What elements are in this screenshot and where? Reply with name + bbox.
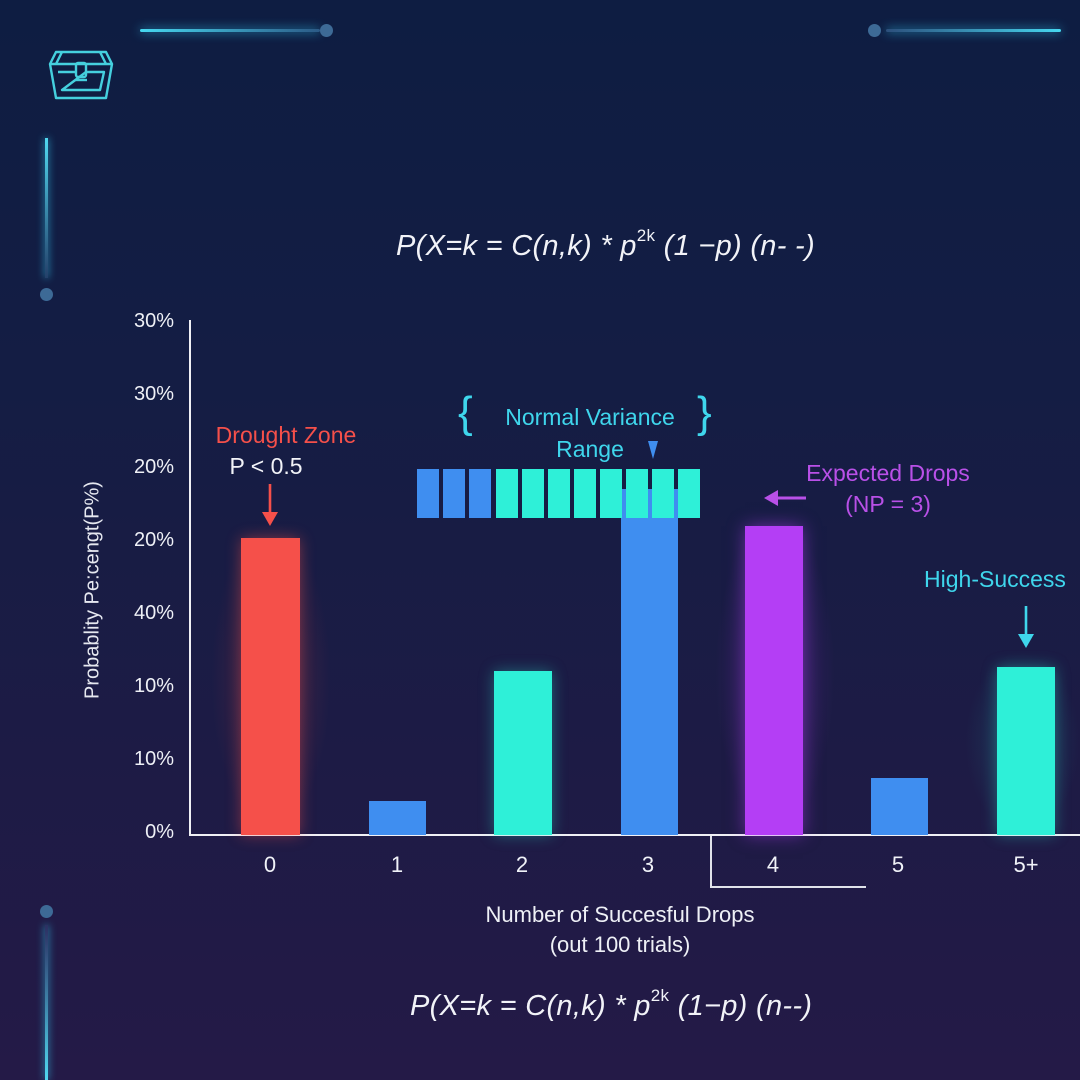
treasure-chest-icon	[48, 50, 114, 100]
variance-label: Normal Variance	[505, 404, 675, 430]
y-tick: 10%	[133, 675, 174, 697]
drought-zone-label: Drought Zone	[215, 422, 357, 448]
arrow-down-icon	[262, 484, 278, 526]
strip-block	[496, 469, 518, 518]
formula-bottom: P(X=k = C(n,k) * p2k (1−p) (n--)	[410, 987, 813, 1023]
strip-block	[469, 469, 491, 518]
arrow-left-icon	[764, 490, 806, 506]
x-axis-label-line2: (out 100 trials)	[549, 932, 691, 957]
variance-label-range: Range	[556, 436, 624, 462]
expected-drops-label: Expected Drops	[806, 460, 970, 486]
strip-block	[600, 469, 622, 518]
y-axis-line	[189, 320, 191, 836]
y-tick: 30%	[133, 310, 174, 332]
bar-2[interactable]	[494, 671, 552, 835]
y-tick: 10%	[133, 748, 174, 770]
decor-line-left-upper	[45, 138, 48, 278]
y-tick: 30%	[133, 383, 174, 405]
strip-block	[548, 469, 570, 518]
bar-5[interactable]	[871, 778, 928, 835]
bracket-marker	[710, 836, 866, 888]
formula-top-base: P(X=k = C(n,k) * p	[396, 230, 637, 262]
y-tick: 20%	[133, 456, 174, 478]
decor-dot-top-left	[320, 24, 333, 37]
high-success-label: High-Success	[924, 566, 1066, 592]
x-axis-label-line1: Number of Succesful Drops	[485, 902, 755, 927]
formula-bottom-tail: (1−p) (n--)	[669, 990, 813, 1022]
strip-block	[522, 469, 544, 518]
strip-block	[417, 469, 439, 518]
strip-block	[443, 469, 465, 518]
y-tick: 0%	[145, 821, 174, 843]
decor-dot-left-upper	[40, 288, 53, 301]
strip-block	[574, 469, 596, 518]
bar-5plus[interactable]	[997, 667, 1055, 835]
y-axis-label: Probablity Pe:cengt(P%)	[81, 481, 104, 699]
decor-dot-left-lower	[40, 905, 53, 918]
x-tick: 2	[515, 852, 529, 877]
formula-top-tail: (1 −p) (n- -)	[655, 230, 815, 262]
x-tick: 3	[641, 852, 655, 877]
x-tick: 5+	[1013, 852, 1039, 877]
x-axis-label: Number of Succesful Drops (out 100 trial…	[400, 900, 840, 960]
brace-right: }	[697, 388, 712, 437]
decor-line-top-right	[886, 29, 1061, 32]
brace-left: {	[458, 388, 473, 437]
formula-bottom-base: P(X=k = C(n,k) * p	[410, 990, 651, 1022]
bar-3[interactable]	[621, 489, 678, 835]
x-tick: 1	[390, 852, 404, 877]
decor-line-left-lower	[45, 925, 48, 1080]
bar-1[interactable]	[369, 801, 426, 835]
drought-zone-condition: P < 0.5	[229, 453, 303, 479]
decor-dot-top-right	[868, 24, 881, 37]
expected-drops-np: (NP = 3)	[845, 491, 931, 517]
y-tick: 20%	[133, 529, 174, 551]
bar-4[interactable]	[745, 526, 803, 835]
bar-0[interactable]	[241, 538, 300, 835]
formula-top: P(X=k = C(n,k) * p2k (1 −p) (n- -)	[396, 227, 815, 263]
strip-block	[678, 469, 700, 518]
x-tick: 5	[891, 852, 905, 877]
x-tick: 0	[263, 852, 277, 877]
strip-block	[652, 469, 674, 518]
decor-line-top-left	[140, 29, 320, 32]
formula-bottom-exponent: 2k	[650, 986, 670, 1005]
x-axis-line	[189, 834, 1080, 836]
arrow-down-icon	[1018, 606, 1034, 648]
y-tick: 40%	[133, 602, 174, 624]
formula-top-exponent: 2k	[636, 226, 656, 245]
x-tick: 4	[766, 852, 780, 877]
strip-block	[626, 469, 648, 518]
marker-down-icon	[648, 441, 658, 459]
